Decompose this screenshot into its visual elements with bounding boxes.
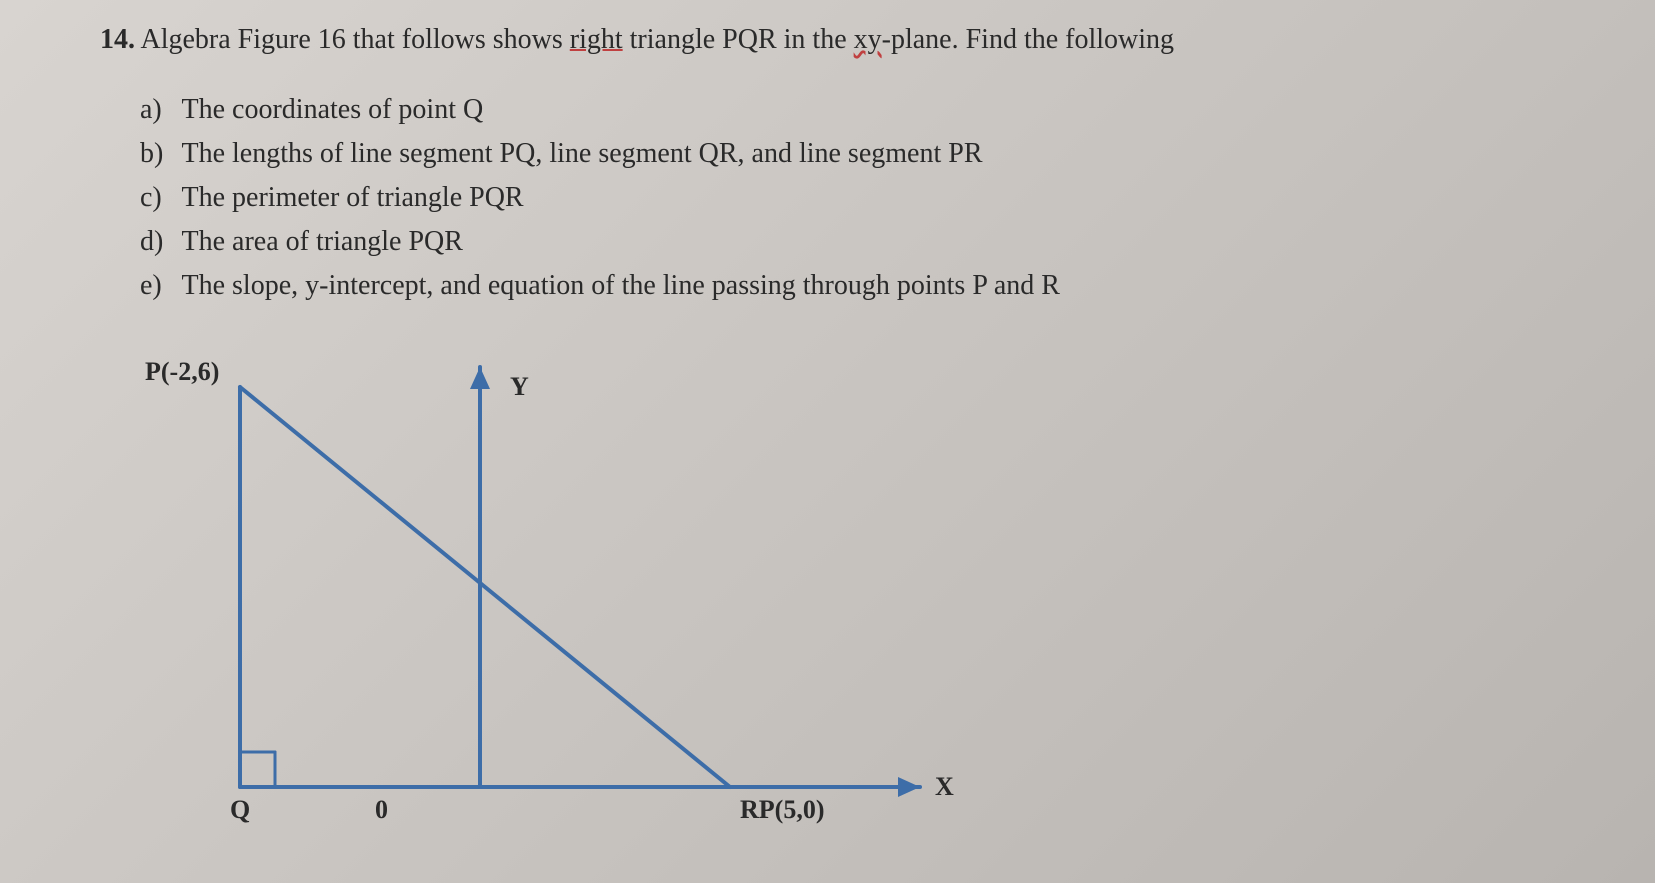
sub-questions-list: a) The coordinates of point Q b) The len… [80,89,1575,307]
question-text-1: Algebra Figure 16 that follows shows [140,24,569,55]
question-number: 14. [100,24,135,55]
sub-letter-e: e) [140,265,175,307]
sub-letter-b: b) [140,133,175,175]
question-text-3: -plane. Find the following [882,24,1174,55]
question-text-2: triangle PQR in the [623,24,854,55]
point-r-label: RP(5,0) [740,795,824,825]
sub-text-a: The coordinates of point Q [182,94,484,125]
y-axis-label: Y [510,372,529,402]
sub-letter-a: a) [140,89,175,131]
underlined-right: right [570,24,623,55]
point-q-label: Q [230,795,250,825]
sub-question-c: c) The perimeter of triangle PQR [140,177,1575,219]
sub-letter-c: c) [140,177,175,219]
question-header: 14. Algebra Figure 16 that follows shows… [80,20,1575,59]
sub-question-d: d) The area of triangle PQR [140,221,1575,263]
origin-label: 0 [375,795,388,825]
sub-text-b: The lengths of line segment PQ, line seg… [182,138,983,169]
triangle-diagram [140,347,1040,827]
sub-question-a: a) The coordinates of point Q [140,89,1575,131]
sub-text-c: The perimeter of triangle PQR [182,182,524,213]
wavy-xy: xy [854,24,882,55]
sub-text-d: The area of triangle PQR [182,226,463,257]
sub-question-e: e) The slope, y-intercept, and equation … [140,265,1575,307]
point-p-label: P(-2,6) [145,357,219,387]
sub-text-e: The slope, y-intercept, and equation of … [182,270,1060,301]
sub-question-b: b) The lengths of line segment PQ, line … [140,133,1575,175]
sub-letter-d: d) [140,221,175,263]
figure-container: P(-2,6) Y Q 0 RP(5,0) X [140,347,1040,827]
x-axis-label: X [935,772,954,802]
